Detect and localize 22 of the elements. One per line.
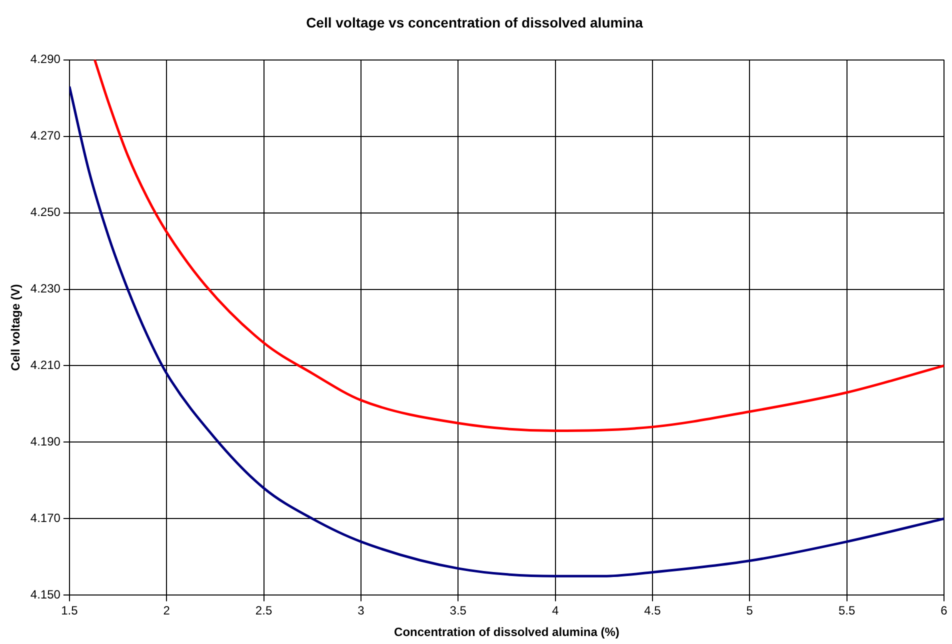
line-series (93, 60, 944, 432)
y-tick-label: 4.290 (30, 52, 61, 66)
x-tick-label: 5 (746, 604, 754, 618)
y-tick-label: 4.190 (30, 434, 61, 449)
x-tick-label: 2 (163, 604, 170, 618)
y-axis-title: Cell voltage (V) (8, 284, 23, 371)
x-tick-label: 4 (552, 604, 559, 618)
y-tick-label: 4.250 (30, 205, 61, 220)
x-axis-title: Concentration of dissolved alumina (%) (394, 625, 620, 640)
x-tick-label: 6 (940, 604, 948, 618)
y-tick-label: 4.230 (30, 282, 61, 296)
x-tick-label: 4.5 (644, 604, 662, 618)
x-tick-label: 3 (358, 604, 365, 618)
chart-title: Cell voltage vs concentration of dissolved alumina (306, 14, 644, 30)
y-tick-label: 4.210 (30, 358, 61, 372)
x-tick-label: 1.5 (61, 604, 78, 618)
y-tick-label: 4.270 (30, 128, 61, 143)
y-tick-label: 4.150 (30, 588, 61, 602)
x-tick-label: 5.5 (838, 604, 856, 618)
x-tick-label: 3.5 (450, 604, 467, 618)
y-tick-label: 4.170 (30, 511, 61, 526)
x-tick-label: 2.5 (255, 604, 272, 618)
